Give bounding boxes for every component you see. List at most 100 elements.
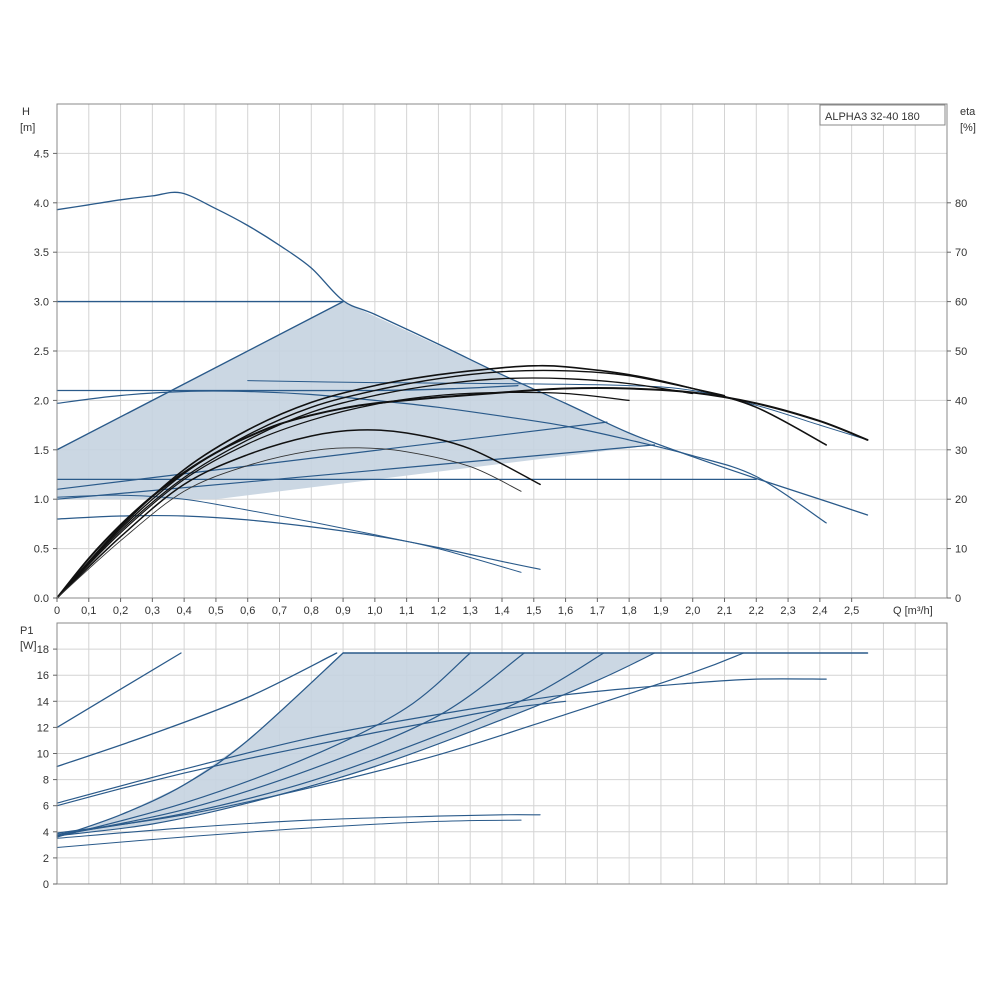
x-tick-label: 0,7 xyxy=(272,605,287,617)
top-series-group xyxy=(56,191,869,599)
y-tick-label: 2.5 xyxy=(34,346,49,358)
series-line-3 xyxy=(56,384,519,392)
y-axis-unit: [W] xyxy=(20,640,37,652)
y2-tick-label: 30 xyxy=(955,445,967,457)
x-axis-label: Q [m³/h] xyxy=(893,605,933,617)
power-plot: 0 2 4 6 8 10 12 14 16 18 P1 [W] xyxy=(20,622,948,891)
series-line-13 xyxy=(56,369,726,599)
series-line-2 xyxy=(56,300,344,451)
y-tick-label: 0.5 xyxy=(34,544,49,556)
x-tick-label: 1,2 xyxy=(431,605,446,617)
series-line-10 xyxy=(56,700,567,807)
x-tick-label: 1,7 xyxy=(590,605,605,617)
series-line-5 xyxy=(56,652,525,837)
series-line-4 xyxy=(56,652,471,838)
series-line-17 xyxy=(56,447,522,599)
series-line-0 xyxy=(56,191,869,516)
autoadapt-region xyxy=(57,653,655,837)
series-line-7 xyxy=(56,444,656,500)
series-line-8 xyxy=(56,514,541,570)
series-line-6 xyxy=(56,652,605,835)
x-tick-label: 1,6 xyxy=(558,605,573,617)
y-tick-label: 8 xyxy=(43,775,49,787)
head-efficiency-plot: 0.0 0.5 1.0 1.5 2.0 2.5 3.0 3.5 4.0 4.5 0 10 20 30 40… xyxy=(20,103,976,617)
y-tick-label: 2 xyxy=(43,853,49,865)
y2-tick-label: 20 xyxy=(955,494,967,506)
x-tick-label: 0,5 xyxy=(208,605,223,617)
series-line-7 xyxy=(56,652,656,837)
y2-tick-label: 70 xyxy=(955,247,967,259)
y-tick-label: 12 xyxy=(37,722,49,734)
series-line-9 xyxy=(56,678,827,804)
x-tick-label: 2,5 xyxy=(844,605,859,617)
y-tick-label: 4.0 xyxy=(34,198,49,210)
x-tick-label: 2,2 xyxy=(749,605,764,617)
y-tick-label: 1.0 xyxy=(34,494,49,506)
x-tick-label: 0,3 xyxy=(145,605,160,617)
y-tick-label: 18 xyxy=(37,644,49,656)
y-tick-label: 1.5 xyxy=(34,445,49,457)
y2-tick-label: 40 xyxy=(955,395,967,407)
bottom-series-group xyxy=(56,652,869,848)
series-line-9 xyxy=(56,494,522,573)
y2-tick-label: 60 xyxy=(955,297,967,309)
x-tick-label: 1,1 xyxy=(399,605,414,617)
x-tick-label: 0,9 xyxy=(335,605,350,617)
y2-tick-label: 10 xyxy=(955,544,967,556)
y-tick-label: 0.0 xyxy=(34,593,49,605)
series-line-14 xyxy=(56,377,694,599)
series-line-6 xyxy=(56,421,608,490)
y-axis-label: P1 xyxy=(20,625,33,637)
x-tick-label: 0,2 xyxy=(113,605,128,617)
series-line-16 xyxy=(56,429,541,599)
x-tick-label: 0 xyxy=(54,605,60,617)
y-tick-label: 6 xyxy=(43,801,49,813)
x-tick-label: 0,1 xyxy=(81,605,96,617)
y2-tick-label: 80 xyxy=(955,198,967,210)
y-axis-ticks: 0 2 4 6 8 10 12 14 16 18 xyxy=(37,644,57,891)
y-axis-label: H xyxy=(22,106,30,118)
x-tick-label: 1,4 xyxy=(494,605,509,617)
title-box xyxy=(819,104,946,126)
y-tick-label: 3.5 xyxy=(34,247,49,259)
x-tick-label: 2,4 xyxy=(812,605,827,617)
x-axis-ticks: 0 0,1 0,2 0,3 0,4 0,5 0,6 0,7 0,8 0,9 1,0 1,1 1,2 1,3… xyxy=(54,598,859,617)
y2-axis-label: eta xyxy=(960,106,976,118)
x-tick-label: 1,0 xyxy=(367,605,382,617)
y-tick-label: 0 xyxy=(43,879,49,891)
bottom-shaded-region xyxy=(57,653,655,837)
y-tick-label: 4.5 xyxy=(34,148,49,160)
series-line-12 xyxy=(56,819,522,848)
x-tick-label: 1,8 xyxy=(621,605,636,617)
x-tick-label: 1,5 xyxy=(526,605,541,617)
x-tick-label: 2,3 xyxy=(780,605,795,617)
x-tick-label: 0,8 xyxy=(304,605,319,617)
x-tick-label: 0,4 xyxy=(176,605,191,617)
x-tick-label: 2,0 xyxy=(685,605,700,617)
series-line-10 xyxy=(247,380,868,441)
y-tick-label: 14 xyxy=(37,696,49,708)
y-tick-label: 16 xyxy=(37,670,49,682)
series-line-2 xyxy=(56,652,338,768)
y2-tick-label: 50 xyxy=(955,346,967,358)
y-axis-ticks: 0.0 0.5 1.0 1.5 2.0 2.5 3.0 3.5 4.0 4.5 xyxy=(34,148,57,605)
series-line-3 xyxy=(56,652,344,838)
x-tick-label: 2,1 xyxy=(717,605,732,617)
y2-axis-ticks: 0 10 20 30 40 50 60 70 80 xyxy=(947,198,967,605)
series-line-8 xyxy=(56,652,745,834)
y-tick-label: 4 xyxy=(43,827,49,839)
series-line-1 xyxy=(56,652,182,729)
y2-axis-unit: [%] xyxy=(960,122,976,134)
y-tick-label: 2.0 xyxy=(34,395,49,407)
x-tick-label: 0,6 xyxy=(240,605,255,617)
chart-title: ALPHA3 32-40 180 xyxy=(825,111,920,123)
series-line-11 xyxy=(56,814,541,839)
y-axis-unit: [m] xyxy=(20,122,35,134)
y2-tick-label: 0 xyxy=(955,593,961,605)
x-tick-label: 1,9 xyxy=(653,605,668,617)
series-line-15 xyxy=(56,391,630,599)
series-line-4 xyxy=(56,390,827,524)
y-tick-label: 3.0 xyxy=(34,297,49,309)
